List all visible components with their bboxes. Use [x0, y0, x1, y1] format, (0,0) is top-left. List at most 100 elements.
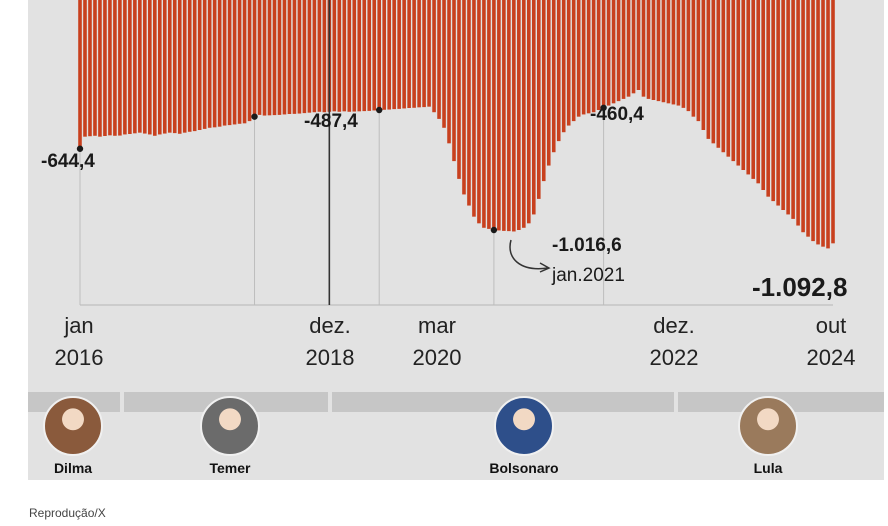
bar [392, 0, 396, 110]
president-name: Bolsonaro [489, 460, 559, 476]
bar [601, 0, 606, 108]
bar [821, 0, 825, 247]
bar [626, 0, 631, 97]
bar [312, 0, 317, 113]
annotation-dot [251, 113, 258, 120]
annotation-dot [376, 106, 383, 114]
term-band-bolsonaro [332, 392, 674, 412]
bar [786, 0, 790, 215]
bar [512, 0, 516, 232]
bar [297, 0, 302, 114]
bar [382, 0, 386, 110]
avatar [738, 396, 798, 456]
bar [103, 0, 107, 136]
x-tick-label: jan 2016 [54, 313, 104, 370]
annotation-arrowhead [539, 262, 551, 273]
bar [212, 0, 217, 128]
bar [417, 0, 421, 108]
bar [113, 0, 117, 136]
bar [412, 0, 416, 108]
bar [262, 0, 267, 116]
bar [561, 0, 566, 133]
bar [706, 0, 711, 139]
bar [591, 0, 596, 113]
bar [78, 0, 82, 149]
avatar [43, 396, 103, 456]
bar [611, 0, 616, 104]
bar [202, 0, 207, 129]
bar [153, 0, 157, 136]
annotation-sublabel: jan.2021 [552, 265, 625, 286]
bar [172, 0, 177, 134]
bar [686, 0, 691, 112]
bar [407, 0, 411, 108]
bar [586, 0, 591, 114]
bar [502, 0, 506, 231]
bar [517, 0, 521, 230]
bar [736, 0, 741, 166]
bar [646, 0, 651, 99]
bar [831, 0, 835, 244]
bar [237, 0, 242, 124]
bar [576, 0, 581, 117]
bar [372, 0, 377, 111]
bar [133, 0, 137, 134]
bar [571, 0, 576, 122]
bar [741, 0, 746, 170]
bar [143, 0, 147, 134]
bar [636, 0, 641, 90]
annotation-dots [76, 104, 607, 234]
bar [556, 0, 561, 142]
president-name: Dilma [53, 460, 93, 476]
bar [287, 0, 292, 114]
bar [527, 0, 531, 224]
bar [427, 0, 431, 107]
bar [252, 0, 257, 117]
bar [177, 0, 182, 134]
bar [616, 0, 621, 102]
bar [467, 0, 471, 206]
bar [447, 0, 451, 144]
bar [162, 0, 167, 134]
bar [377, 0, 381, 110]
bar [272, 0, 277, 116]
bar [661, 0, 666, 103]
image-credit: Reprodução/X [29, 506, 106, 520]
bar [337, 0, 342, 112]
bar [507, 0, 511, 232]
bar [746, 0, 751, 175]
bar [826, 0, 830, 249]
bar [457, 0, 461, 179]
bar [671, 0, 676, 105]
bar [487, 0, 491, 229]
bar [222, 0, 227, 126]
bar [432, 0, 436, 113]
bar [138, 0, 142, 133]
bar [442, 0, 446, 128]
bar [397, 0, 401, 109]
bar [167, 0, 172, 133]
bar [566, 0, 571, 126]
bar [656, 0, 661, 102]
bar [332, 0, 337, 112]
bar [766, 0, 770, 197]
bar [596, 0, 601, 110]
bar [621, 0, 626, 99]
bar [581, 0, 586, 115]
annotation-label: -1.092,8 [752, 272, 848, 302]
bar [551, 0, 556, 153]
x-tick-label: dez. 2018 [305, 313, 355, 370]
bar [756, 0, 760, 184]
bar [532, 0, 536, 215]
bar [801, 0, 805, 233]
bar [322, 0, 327, 113]
bar [187, 0, 192, 132]
bar [726, 0, 731, 157]
bar [292, 0, 297, 114]
x-tick-label: out 2024 [806, 313, 856, 370]
bar [452, 0, 456, 162]
bar-series [78, 0, 835, 249]
bar [472, 0, 476, 217]
bar [302, 0, 307, 114]
bar [482, 0, 486, 228]
